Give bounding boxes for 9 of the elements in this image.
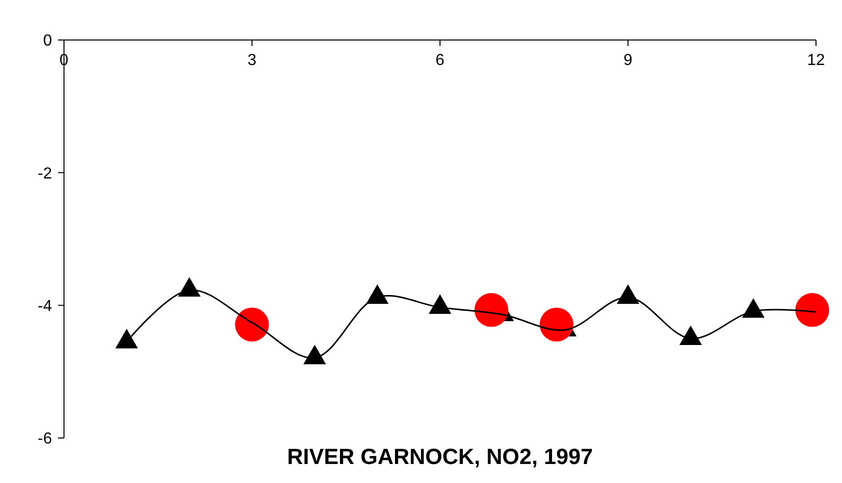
text: RIVER GARNOCK, NO2, 1997 <box>287 444 593 469</box>
x-tick-label: 9 <box>624 52 633 69</box>
x-tick-label: 12 <box>807 52 825 69</box>
y-tick-label: -2 <box>38 165 52 182</box>
y-tick-label: -4 <box>38 298 52 315</box>
x-tick-label: 3 <box>248 52 257 69</box>
y-tick-label: 0 <box>43 32 52 50</box>
x-tick-label: 6 <box>436 52 445 69</box>
y-tick-label: -6 <box>38 430 52 448</box>
